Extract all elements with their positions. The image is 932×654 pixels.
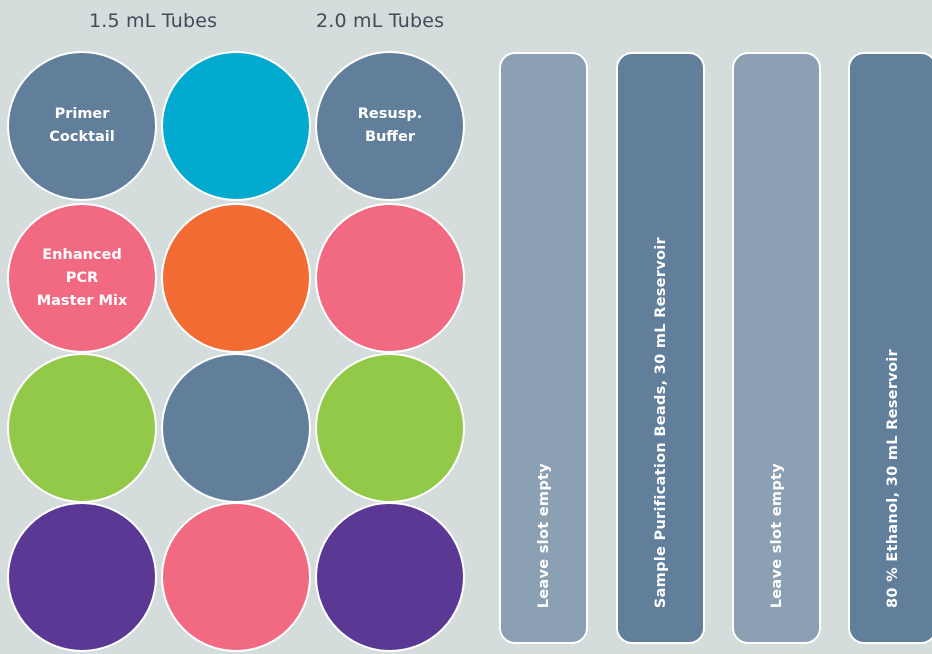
reservoir-slot-4: 80 % Ethanol, 30 mL Reservoir [848, 52, 932, 644]
tube-r3-c2 [161, 353, 311, 503]
header-1-5ml-tubes: 1.5 mL Tubes [89, 10, 218, 32]
reservoir-slot-3: Leave slot empty [732, 52, 821, 644]
tube-r4-c2 [161, 502, 311, 652]
reservoir-label: Leave slot empty [768, 462, 785, 608]
tube-r4-c3 [315, 502, 465, 652]
tube-r3-c3 [315, 353, 465, 503]
tube-r2-c1: Enhanced PCR Master Mix [7, 203, 157, 353]
reservoir-slot-2: Sample Purification Beads, 30 mL Reservo… [616, 52, 705, 644]
tube-r3-c1 [7, 353, 157, 503]
reservoir-label: 80 % Ethanol, 30 mL Reservoir [884, 348, 901, 608]
tube-r4-c1 [7, 502, 157, 652]
reservoir-label: Leave slot empty [535, 462, 552, 608]
tube-label: Enhanced PCR Master Mix [36, 246, 128, 309]
tube-r1-c1: Primer Cocktail [7, 51, 157, 201]
tube-label: Primer Cocktail [49, 106, 115, 145]
tube-r1-c2 [161, 51, 311, 201]
reservoir-label: Sample Purification Beads, 30 mL Reservo… [652, 236, 669, 608]
tube-r2-c3 [315, 203, 465, 353]
header-2-0ml-tubes: 2.0 mL Tubes [316, 10, 445, 32]
reservoir-slot-1: Leave slot empty [499, 52, 588, 644]
tube-label: Resusp. Buffer [357, 106, 423, 145]
tube-r1-c3: Resusp. Buffer [315, 51, 465, 201]
tube-r2-c2 [161, 203, 311, 353]
